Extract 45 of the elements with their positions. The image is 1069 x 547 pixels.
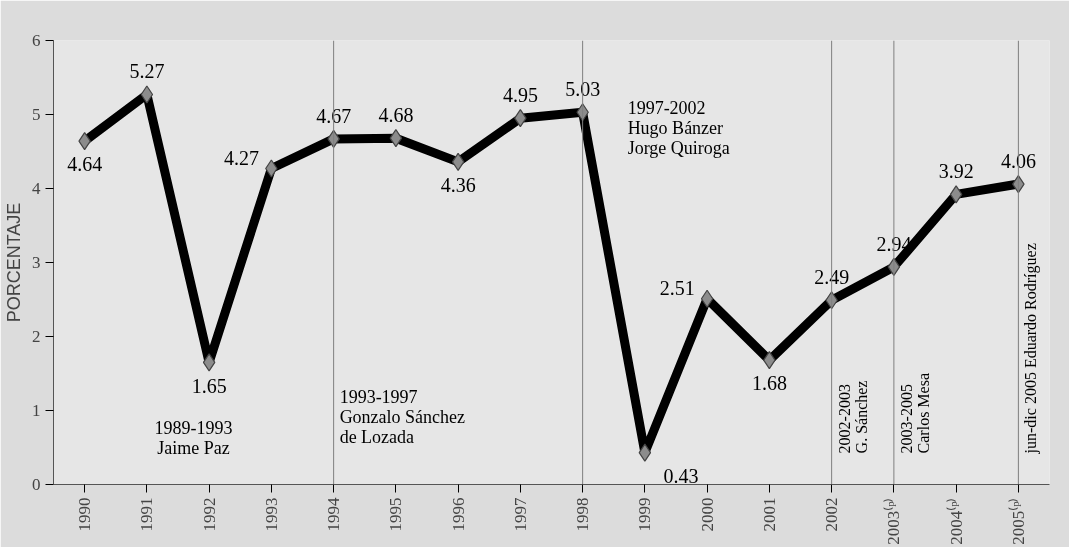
y-tick-label: 4 (32, 179, 41, 198)
x-tick-label: 1996 (448, 497, 468, 532)
ref-line-label: 1993-1997 Gonzalo Sánchez de Lozada (339, 386, 466, 447)
y-axis-title: PORCENTAJE (4, 202, 24, 323)
ref-line-label: 2002-2003 G. Sánchez (835, 380, 870, 454)
data-label: 4.36 (440, 174, 476, 197)
x-tick-label: 1993 (261, 497, 281, 532)
data-label: 4.95 (502, 83, 538, 106)
data-label: 5.03 (565, 78, 601, 100)
ref-line-label: jun-dic 2005 Eduardo Rodríguez (1022, 243, 1041, 455)
annotation: 1989-1993 Jaime Paz (154, 417, 233, 458)
data-label: 4.67 (316, 104, 352, 127)
x-tick-label: 1994 (324, 497, 344, 532)
data-label: 2.49 (814, 265, 850, 288)
y-tick-label: 5 (32, 105, 41, 124)
x-tick-label: 1990 (75, 497, 95, 532)
x-tick-label: 1991 (137, 497, 157, 532)
y-tick-label: 6 (32, 31, 41, 50)
data-label: 1.65 (191, 374, 227, 397)
ref-line-label: 2003-2005 Carlos Mesa (897, 372, 932, 454)
y-tick-label: 3 (32, 253, 41, 272)
x-tick-label: 2004⁽ᵖ⁾ (945, 497, 966, 545)
data-label: 1.68 (751, 372, 787, 395)
x-tick-label: 2003⁽ᵖ⁾ (883, 497, 904, 545)
y-tick-label: 1 (32, 401, 41, 420)
x-tick-label: 1995 (386, 497, 406, 532)
data-label: 2.51 (659, 277, 695, 300)
data-label: 4.68 (378, 103, 414, 126)
y-tick-label: 2 (32, 327, 41, 346)
data-label: 3.92 (938, 160, 974, 183)
x-tick-label: 2000 (697, 497, 717, 532)
x-tick-label: 2001 (759, 497, 779, 532)
x-tick-label: 2005⁽ᵖ⁾ (1007, 497, 1028, 545)
x-tick-label: 1999 (635, 497, 655, 532)
data-label: 4.27 (223, 146, 259, 169)
data-label: 4.06 (1000, 149, 1036, 172)
x-tick-label: 1992 (199, 497, 219, 532)
y-tick-label: 0 (32, 475, 41, 494)
data-label: 0.43 (663, 464, 699, 487)
ref-line-label: 1997-2002 Hugo Bánzer Jorge Quiroga (627, 98, 730, 159)
x-tick-label: 2002 (822, 497, 842, 532)
data-label: 4.64 (67, 153, 103, 176)
x-tick-label: 1998 (573, 497, 593, 532)
data-label: 5.27 (129, 60, 165, 83)
x-tick-label: 1997 (510, 497, 530, 532)
